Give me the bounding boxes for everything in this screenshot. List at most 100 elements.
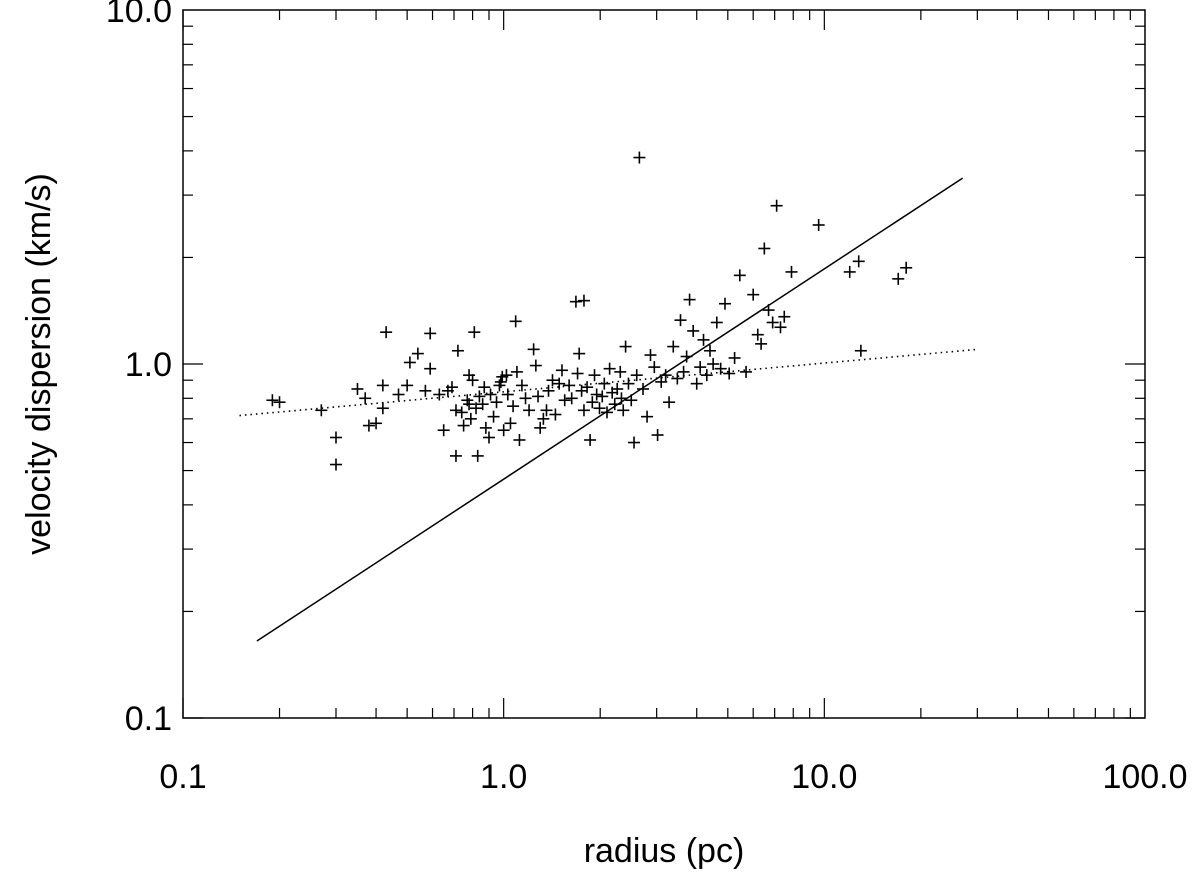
plus-marker <box>694 361 707 374</box>
plus-marker <box>707 358 720 370</box>
plus-marker <box>573 347 586 360</box>
plus-marker <box>527 343 540 356</box>
axis-tick-labels: 0.1 1.0 10.0 100.0 0.1 1.0 10.0 <box>106 0 1188 796</box>
plus-marker <box>534 421 547 434</box>
plus-marker <box>714 362 727 375</box>
fit-lines <box>239 177 978 642</box>
plus-marker <box>723 367 736 380</box>
plus-marker <box>558 394 571 407</box>
plus-marker <box>581 381 594 394</box>
plus-marker <box>401 379 414 392</box>
plus-marker <box>770 199 783 212</box>
plus-marker <box>785 265 798 278</box>
plus-marker <box>563 379 576 392</box>
plus-marker <box>464 412 477 425</box>
plus-marker <box>762 304 775 317</box>
plus-marker <box>619 340 632 353</box>
solid-fit-line <box>256 177 964 642</box>
plus-marker <box>603 362 616 375</box>
plus-marker <box>555 364 568 377</box>
axis-ticks <box>182 10 1145 719</box>
plus-marker <box>478 381 491 394</box>
plus-marker <box>778 310 791 323</box>
plus-marker <box>680 350 693 363</box>
y-axis-label: velocity dispersion (km/s) <box>20 173 58 555</box>
plus-marker <box>625 394 638 407</box>
plus-marker <box>351 382 364 395</box>
plus-marker <box>500 369 513 382</box>
plus-marker <box>718 297 731 310</box>
plus-marker <box>479 421 492 434</box>
plus-marker <box>622 377 635 390</box>
plus-marker <box>433 388 446 401</box>
plus-marker <box>468 326 481 339</box>
plus-marker <box>630 369 643 382</box>
plus-marker <box>362 419 375 432</box>
plus-marker <box>273 396 286 409</box>
plus-marker <box>584 433 597 446</box>
data-points <box>266 151 913 471</box>
plus-marker <box>598 377 611 390</box>
plus-marker <box>577 294 590 307</box>
plus-marker <box>549 408 562 421</box>
plus-marker <box>854 344 867 357</box>
plus-marker <box>766 316 779 329</box>
plus-marker <box>565 392 578 405</box>
plus-marker <box>710 316 723 329</box>
plus-marker <box>463 398 476 411</box>
plus-marker <box>546 374 559 387</box>
plus-marker <box>614 365 627 378</box>
plus-marker <box>497 424 510 437</box>
plus-marker <box>376 402 389 415</box>
plus-marker <box>471 449 484 462</box>
plus-marker <box>515 379 528 392</box>
plus-marker <box>608 398 621 411</box>
plus-marker <box>615 392 628 405</box>
plus-marker <box>892 272 905 285</box>
plus-marker <box>482 431 495 444</box>
plus-marker <box>812 218 825 231</box>
plus-marker <box>704 344 717 357</box>
plus-marker <box>674 314 687 327</box>
plus-marker <box>728 351 741 364</box>
plus-marker <box>455 406 468 419</box>
y-tick-label: 1.0 <box>125 346 172 384</box>
plus-marker <box>476 398 489 411</box>
plus-marker <box>484 388 497 401</box>
dotted-fit-line <box>239 348 978 417</box>
plus-marker <box>449 449 462 462</box>
plus-marker <box>449 404 462 417</box>
plus-marker <box>424 362 437 375</box>
plus-marker <box>487 410 500 423</box>
plus-marker <box>529 359 542 372</box>
plus-marker <box>553 377 566 390</box>
plus-marker <box>411 347 424 360</box>
plus-marker <box>852 255 865 268</box>
plus-marker <box>641 410 654 423</box>
plus-marker <box>513 433 526 446</box>
plus-marker <box>671 372 684 385</box>
plus-marker <box>537 412 550 425</box>
plus-marker <box>659 369 672 382</box>
x-tick-label: 1.0 <box>480 758 527 796</box>
plus-marker <box>542 384 555 397</box>
y-tick-label: 10.0 <box>106 0 172 30</box>
plus-marker <box>532 390 545 403</box>
plus-marker <box>569 295 582 308</box>
plus-marker <box>648 361 661 374</box>
plus-marker <box>900 261 913 274</box>
plus-marker <box>774 321 787 334</box>
plus-marker <box>651 429 664 442</box>
x-tick-label: 0.1 <box>159 758 206 796</box>
plus-marker <box>633 151 646 164</box>
plus-marker <box>667 340 680 353</box>
plus-marker <box>490 396 503 409</box>
plus-marker <box>473 390 486 403</box>
x-tick-label: 10.0 <box>791 758 857 796</box>
plus-marker <box>655 375 668 388</box>
plus-marker <box>466 374 479 387</box>
plus-marker <box>677 365 690 378</box>
plus-marker <box>628 436 641 449</box>
plus-marker <box>510 365 523 378</box>
